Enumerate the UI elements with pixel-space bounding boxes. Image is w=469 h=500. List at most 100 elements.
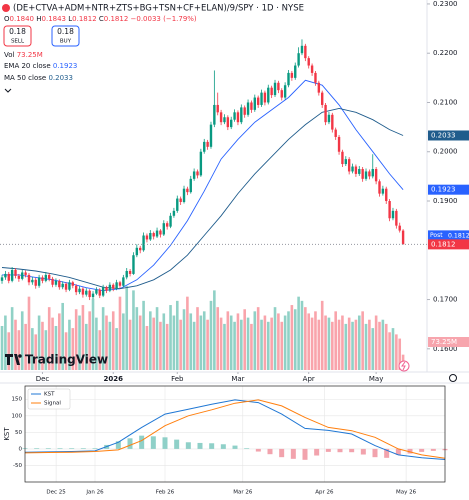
volume-bar xyxy=(105,315,108,370)
quote-value: 0.1812 xyxy=(104,15,129,23)
y-tick-label: 150 xyxy=(12,397,23,403)
y-tick-label: 0.2300 xyxy=(433,0,458,8)
candle-body xyxy=(17,275,21,279)
volume-bar xyxy=(395,334,398,370)
volume-legend: Vol 73.25M xyxy=(4,51,43,59)
candle-body xyxy=(240,107,243,123)
event-bolt xyxy=(401,361,406,371)
candle-body xyxy=(58,280,61,288)
volume-bar xyxy=(68,319,71,370)
legend-label: KST xyxy=(44,392,55,398)
volume-bar xyxy=(381,319,385,370)
candle-body xyxy=(159,230,162,235)
candle-body xyxy=(165,223,169,227)
volume-bar xyxy=(324,315,327,370)
candle-body xyxy=(14,269,17,276)
volume-bar xyxy=(37,315,41,370)
candle-body xyxy=(233,112,236,120)
candle-body xyxy=(192,171,196,179)
y-tick-label: 0.1900 xyxy=(433,197,458,205)
candle-body xyxy=(101,287,105,296)
histogram-bar xyxy=(302,448,308,460)
candle-body xyxy=(64,283,68,290)
histogram-bar xyxy=(325,448,331,452)
histogram-bar xyxy=(185,442,191,449)
buy-label[interactable]: BUY xyxy=(60,39,72,45)
candle-body xyxy=(196,171,199,176)
volume-bar xyxy=(179,319,182,370)
candle-body xyxy=(223,117,226,123)
volume-bar xyxy=(290,305,294,370)
volume-bar xyxy=(280,321,284,370)
candle-body xyxy=(10,269,14,281)
sell-box[interactable] xyxy=(3,25,32,47)
y-tick-label: 0.1700 xyxy=(433,296,458,304)
quote-change: −0.0033 (−1.79%) xyxy=(131,15,197,23)
volume-bar xyxy=(266,321,270,370)
volume-bar xyxy=(115,328,118,370)
candle-body xyxy=(263,92,267,103)
volume-bar xyxy=(226,311,230,370)
histogram-bar xyxy=(197,442,203,449)
quote-key: C xyxy=(99,15,104,23)
candle-body xyxy=(37,277,41,286)
candle-body xyxy=(331,114,334,130)
histogram-bar xyxy=(372,448,378,458)
volume-bar xyxy=(260,319,263,370)
volume-bar xyxy=(196,307,199,370)
buy-button[interactable]: 0.18 BUY xyxy=(51,25,80,47)
buy-box[interactable] xyxy=(51,25,80,47)
candle-body xyxy=(27,274,31,283)
volume-bar xyxy=(192,321,196,370)
candle-body xyxy=(314,72,317,83)
candle-body xyxy=(267,87,270,103)
histogram-bar xyxy=(174,439,180,449)
candle-body xyxy=(347,159,351,172)
volume-bar xyxy=(165,323,169,370)
candle-body xyxy=(152,233,155,237)
volume-bar xyxy=(368,319,371,370)
volume-value: 73.25M xyxy=(17,51,43,59)
candle-body xyxy=(0,277,4,281)
collapse-chevron[interactable] xyxy=(4,88,12,93)
candle-body xyxy=(169,215,172,227)
volume-bar xyxy=(74,309,78,370)
volume-bar xyxy=(91,298,95,370)
volume-bar xyxy=(14,319,17,370)
sell-label[interactable]: SELL xyxy=(11,39,25,45)
candle-body xyxy=(162,223,165,235)
histogram-bar xyxy=(139,435,145,449)
volume-bar xyxy=(111,311,115,370)
volume-bar xyxy=(34,334,38,370)
candle-body xyxy=(277,82,280,91)
histogram-bar xyxy=(267,448,273,455)
candle-body xyxy=(246,102,250,115)
ma-tag: 0.2033 xyxy=(431,131,456,139)
volume-bar xyxy=(7,332,11,370)
volume-bar xyxy=(219,317,223,370)
sell-price[interactable]: 0.18 xyxy=(9,27,26,36)
buy-price[interactable]: 0.18 xyxy=(57,27,74,36)
volume-bar xyxy=(236,313,240,370)
volume-bar xyxy=(270,317,273,370)
legend-label: Signal xyxy=(44,401,61,407)
volume-bar xyxy=(273,307,277,370)
ma-tag-bg xyxy=(428,184,469,195)
candle-body xyxy=(68,282,71,290)
candle-body xyxy=(91,293,95,298)
volume-bar xyxy=(159,321,162,370)
y-tick-label: 50 xyxy=(15,430,22,436)
candle-body xyxy=(398,225,401,231)
sell-button[interactable]: 0.18 SELL xyxy=(3,25,32,47)
settings-icon[interactable] xyxy=(449,374,457,382)
candle-body xyxy=(236,112,240,123)
candle-body xyxy=(108,284,112,291)
candle-body xyxy=(182,188,186,202)
volume-bar xyxy=(202,311,206,370)
post-tag: 0.1812 xyxy=(448,232,469,239)
ema-name: EMA 20 close xyxy=(4,62,51,70)
histogram-bar xyxy=(349,448,355,453)
volume-bar xyxy=(277,313,280,370)
histogram-bar xyxy=(290,448,296,459)
